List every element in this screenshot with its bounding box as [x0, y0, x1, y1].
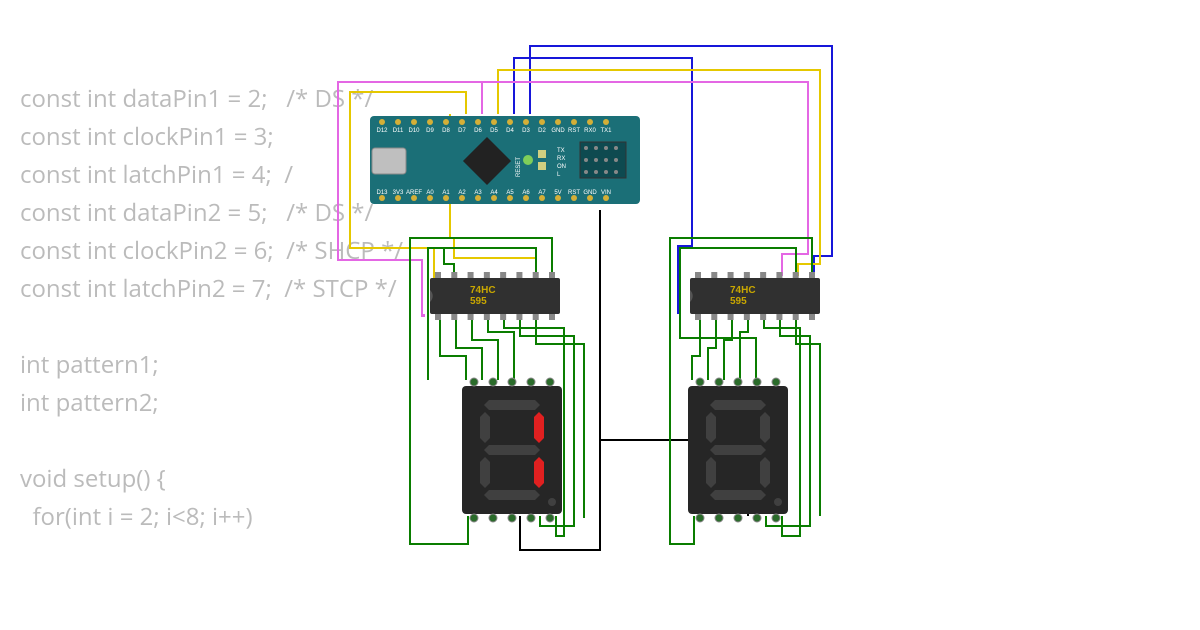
svg-text:A1: A1 — [442, 190, 450, 196]
svg-text:A0: A0 — [426, 190, 434, 196]
svg-text:L: L — [557, 172, 561, 178]
svg-text:D7: D7 — [458, 128, 466, 134]
arduino-nano: D12D11D10D9D8D7D6D5D4D3D2GNDRSTRX0TX1 D1… — [370, 116, 640, 204]
svg-text:RST: RST — [568, 128, 580, 134]
svg-text:RX0: RX0 — [584, 128, 596, 134]
svg-text:A2: A2 — [458, 190, 466, 196]
svg-text:D10: D10 — [408, 128, 420, 134]
svg-text:D8: D8 — [442, 128, 450, 134]
svg-text:D4: D4 — [506, 128, 514, 134]
svg-text:5V: 5V — [554, 190, 561, 196]
svg-text:GND: GND — [551, 128, 565, 134]
svg-text:AREF: AREF — [406, 190, 422, 196]
svg-text:TX1: TX1 — [600, 128, 612, 134]
svg-text:D6: D6 — [474, 128, 482, 134]
code-overlay: const int dataPin1 = 2; /* DS */ const i… — [20, 80, 403, 536]
svg-text:RESET: RESET — [516, 157, 522, 177]
svg-text:VIN: VIN — [601, 190, 611, 196]
svg-text:A6: A6 — [522, 190, 530, 196]
svg-text:A7: A7 — [538, 190, 546, 196]
svg-text:TX: TX — [557, 148, 565, 154]
svg-text:74HC595: 74HC595 — [730, 285, 756, 307]
svg-text:D2: D2 — [538, 128, 546, 134]
svg-text:D9: D9 — [426, 128, 434, 134]
shift-register-1: 74HC595 — [430, 272, 560, 320]
shift-register-2: 74HC595 — [690, 272, 820, 320]
seven-seg-2 — [688, 378, 788, 522]
svg-text:A5: A5 — [506, 190, 514, 196]
svg-text:D3: D3 — [522, 128, 530, 134]
svg-text:74HC595: 74HC595 — [470, 285, 496, 307]
svg-text:A4: A4 — [490, 190, 498, 196]
seven-seg-1 — [462, 378, 562, 522]
svg-text:D5: D5 — [490, 128, 498, 134]
svg-text:GND: GND — [583, 190, 597, 196]
svg-text:A3: A3 — [474, 190, 482, 196]
svg-text:RX: RX — [557, 156, 565, 162]
svg-text:ON: ON — [557, 164, 566, 170]
svg-text:RST: RST — [568, 190, 580, 196]
